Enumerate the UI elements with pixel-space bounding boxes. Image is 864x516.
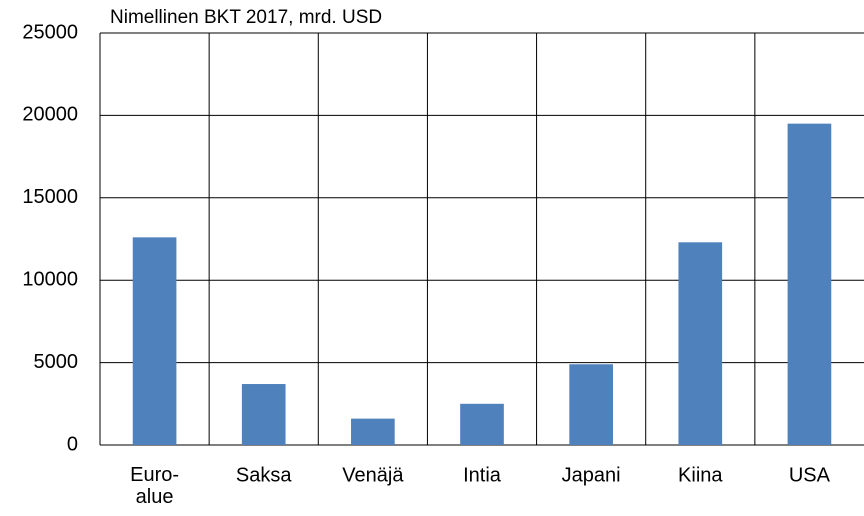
- bar: [787, 123, 832, 445]
- bar: [460, 403, 504, 445]
- y-tick-label: 20000: [22, 104, 78, 126]
- x-tick-label: Intia: [463, 464, 502, 486]
- x-tick-label: USA: [789, 464, 831, 486]
- x-tick-label: Venäjä: [342, 464, 404, 486]
- chart-title: Nimellinen BKT 2017, mrd. USD: [110, 7, 382, 28]
- bar: [678, 242, 723, 445]
- y-tick-label: 5000: [34, 351, 79, 373]
- y-tick-label: 10000: [22, 268, 78, 290]
- x-tick-label: Kiina: [678, 464, 723, 486]
- bar: [351, 418, 395, 445]
- x-tick-label: Saksa: [236, 464, 292, 486]
- x-tick-label: Euro-alue: [130, 464, 179, 508]
- bar: [241, 384, 286, 445]
- bar: [132, 237, 177, 445]
- y-tick-label: 25000: [22, 21, 78, 43]
- y-tick-label: 0: [67, 433, 78, 455]
- bar: [569, 364, 613, 445]
- x-tick-label: Japani: [562, 464, 621, 486]
- y-tick-label: 15000: [22, 186, 78, 208]
